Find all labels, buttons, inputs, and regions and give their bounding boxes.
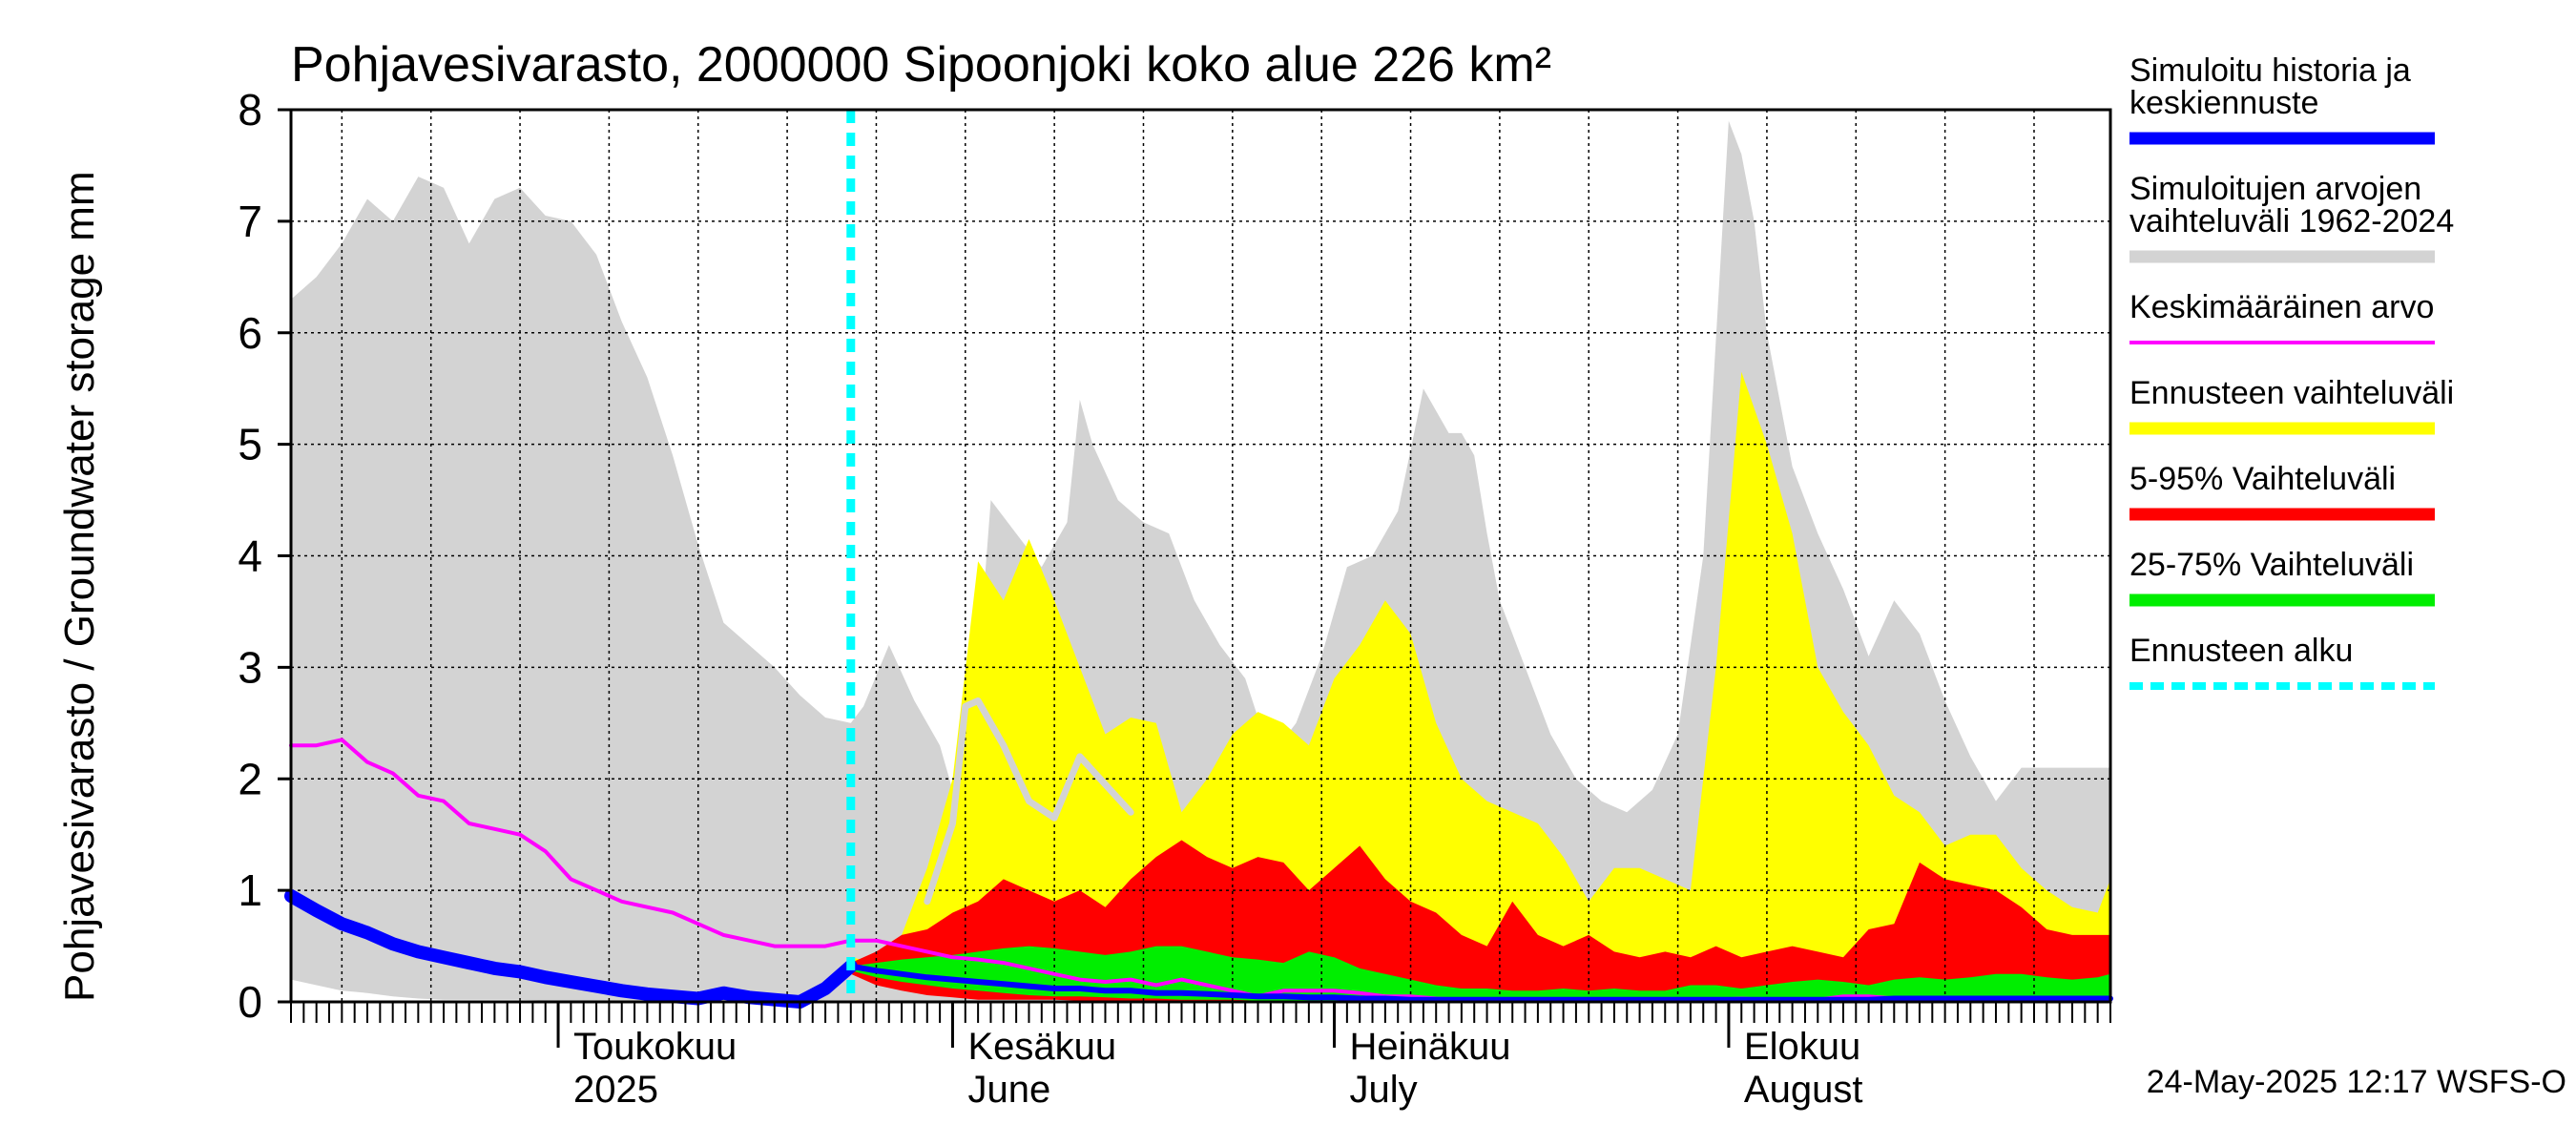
band-25-75-area xyxy=(850,946,2110,1002)
chart-title: Pohjavesivarasto, 2000000 Sipoonjoki kok… xyxy=(291,37,1551,93)
legend-label: Simuloitu historia ja xyxy=(2129,52,2411,89)
x-month-label: Heinäkuu xyxy=(1350,1026,1511,1068)
y-tick-label: 0 xyxy=(238,977,262,1027)
ensemble-member-line xyxy=(924,697,1134,906)
forecast-mean-line xyxy=(847,963,2113,1003)
legend-label-line2: keskiennuste xyxy=(2129,85,2318,121)
legend-label: Simuloitujen arvojen xyxy=(2129,171,2421,207)
line-series-layer xyxy=(284,110,2113,1009)
y-tick-label: 6 xyxy=(238,308,262,358)
x-month-sublabel: July xyxy=(1350,1069,1418,1111)
x-month-sublabel: 2025 xyxy=(573,1069,658,1111)
y-tick-label: 8 xyxy=(238,85,262,135)
history-line xyxy=(284,889,858,1009)
legend-label: 25-75% Vaihteluväli xyxy=(2129,547,2414,583)
x-month-sublabel: August xyxy=(1744,1069,1863,1111)
y-tick-label: 4 xyxy=(238,531,262,581)
x-month-label: Kesäkuu xyxy=(967,1026,1116,1068)
y-tick-label: 3 xyxy=(238,642,262,692)
forecast-range-area xyxy=(850,371,2110,1002)
legend-label: Ennusteen alku xyxy=(2129,633,2353,669)
sim-range-area xyxy=(291,120,2110,1002)
timestamp-footer: 24-May-2025 12:17 WSFS-O xyxy=(2147,1064,2566,1100)
x-month-label: Elokuu xyxy=(1744,1026,1860,1068)
legend-label: 5-95% Vaihteluväli xyxy=(2129,461,2396,497)
y-axis-label: Pohjavesivarasto / Groundwater storage m… xyxy=(56,171,103,1002)
y-tick-label: 1 xyxy=(238,865,262,915)
legend-label: Keskimääräinen arvo xyxy=(2129,289,2434,325)
grid-layer xyxy=(291,110,2110,1002)
x-month-label: Toukokuu xyxy=(573,1026,737,1068)
y-tick-label: 7 xyxy=(238,197,262,246)
legend-label-line2: vaihteluväli 1962-2024 xyxy=(2129,203,2454,239)
plot-series-layer xyxy=(291,120,2110,1002)
y-tick-label: 2 xyxy=(238,754,262,803)
y-tick-label: 5 xyxy=(238,420,262,469)
legend-label: Ennusteen vaihteluväli xyxy=(2129,375,2454,411)
x-month-sublabel: June xyxy=(967,1069,1050,1111)
